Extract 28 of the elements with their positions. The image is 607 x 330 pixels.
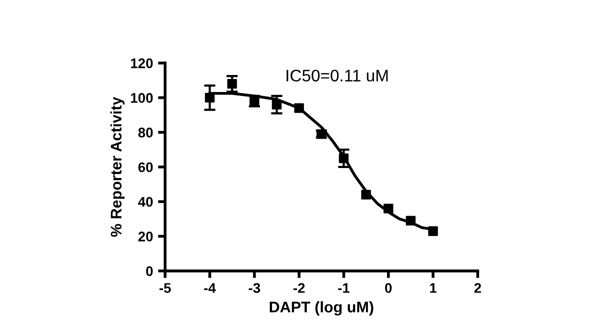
point bbox=[361, 190, 371, 200]
x-tick-label: -2 bbox=[293, 283, 305, 293]
point bbox=[272, 100, 282, 110]
point bbox=[406, 216, 416, 226]
point bbox=[316, 129, 326, 139]
y-tick-label: 60 bbox=[138, 162, 153, 172]
x-tick-label: -1 bbox=[338, 283, 350, 293]
x-tick-label: 2 bbox=[474, 283, 482, 293]
x-tick-label: 1 bbox=[430, 283, 437, 293]
point bbox=[384, 204, 394, 214]
y-tick-label: 80 bbox=[138, 128, 153, 138]
y-tick-label: 100 bbox=[131, 93, 153, 103]
y-tick-label: 0 bbox=[146, 266, 153, 276]
annotation: IC50=0.11 uM bbox=[286, 70, 388, 82]
x-tick-label: 0 bbox=[385, 283, 392, 293]
y-tick-label: 20 bbox=[138, 232, 153, 242]
y-tick-label: 40 bbox=[138, 196, 153, 207]
x-tick-label: -3 bbox=[248, 283, 260, 293]
point bbox=[227, 78, 237, 89]
x-axis-title: DAPT (log uM) bbox=[270, 301, 374, 316]
y-tick-label: 120 bbox=[131, 58, 153, 68]
point bbox=[428, 226, 438, 236]
y-axis-title: % Reporter Activity bbox=[110, 96, 125, 237]
point bbox=[204, 92, 215, 103]
x-tick-label: -5 bbox=[159, 283, 171, 293]
point bbox=[294, 103, 304, 113]
x-tick-label: -4 bbox=[204, 283, 216, 293]
point bbox=[338, 153, 349, 164]
